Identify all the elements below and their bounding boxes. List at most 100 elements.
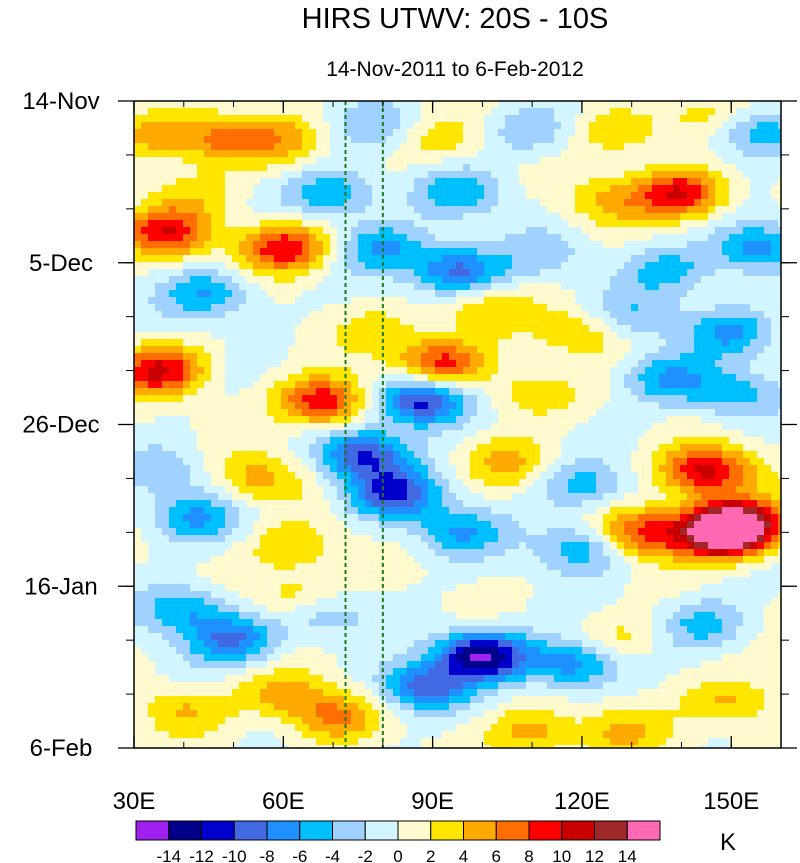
field-cell (470, 192, 478, 200)
field-cell (554, 171, 562, 179)
field-cell (302, 339, 310, 347)
field-cell (694, 353, 702, 361)
field-cell (197, 290, 205, 298)
field-cell (211, 122, 219, 130)
field-cell (687, 346, 695, 354)
field-cell (568, 185, 576, 193)
field-cell (589, 374, 597, 382)
field-cell (512, 290, 520, 298)
field-cell (512, 241, 520, 249)
field-cell (162, 395, 170, 403)
field-cell (232, 227, 240, 235)
field-cell (274, 458, 282, 466)
field-cell (281, 374, 289, 382)
field-cell (771, 234, 779, 242)
field-cell (274, 325, 282, 333)
field-cell (176, 220, 184, 228)
field-cell (561, 444, 569, 452)
field-cell (589, 402, 597, 410)
field-cell (750, 283, 758, 291)
field-cell (757, 206, 765, 214)
field-cell (547, 444, 555, 452)
field-cell (204, 283, 212, 291)
field-cell (561, 199, 569, 207)
field-cell (351, 374, 359, 382)
field-cell (393, 262, 401, 270)
field-cell (386, 423, 394, 431)
field-cell (603, 304, 611, 312)
field-cell (729, 346, 737, 354)
field-cell (281, 108, 289, 116)
field-cell (652, 381, 660, 389)
field-cell (757, 157, 765, 165)
field-cell (274, 374, 282, 382)
field-cell (575, 430, 583, 438)
field-cell (337, 227, 345, 235)
field-cell (190, 206, 198, 214)
field-cell (204, 458, 212, 466)
field-cell (337, 311, 345, 319)
field-cell (176, 262, 184, 270)
field-cell (708, 444, 716, 452)
field-cell (456, 108, 464, 116)
field-cell (225, 164, 233, 172)
field-cell (624, 451, 632, 459)
field-cell (239, 276, 247, 284)
field-cell (316, 276, 324, 284)
field-cell (519, 234, 527, 242)
field-cell (204, 227, 212, 235)
field-cell (211, 283, 219, 291)
field-cell (631, 311, 639, 319)
field-cell (449, 346, 457, 354)
field-cell (351, 451, 359, 459)
field-cell (218, 304, 226, 312)
field-cell (666, 437, 674, 445)
field-cell (225, 241, 233, 249)
field-cell (554, 325, 562, 333)
field-cell (316, 346, 324, 354)
field-cell (610, 213, 618, 221)
field-cell (519, 395, 527, 403)
field-cell (463, 283, 471, 291)
field-cell (687, 395, 695, 403)
field-cell (498, 332, 506, 340)
field-cell (190, 164, 198, 172)
field-cell (295, 458, 303, 466)
field-cell (610, 430, 618, 438)
field-cell (750, 297, 758, 305)
field-cell (414, 339, 422, 347)
field-cell (680, 164, 688, 172)
field-cell (288, 234, 296, 242)
field-cell (218, 122, 226, 130)
field-cell (736, 297, 744, 305)
field-cell (449, 360, 457, 368)
field-cell (386, 402, 394, 410)
field-cell (260, 178, 268, 186)
field-cell (771, 129, 779, 137)
field-cell (547, 388, 555, 396)
field-cell (736, 381, 744, 389)
field-cell (141, 360, 149, 368)
field-cell (470, 157, 478, 165)
field-cell (309, 241, 317, 249)
field-cell (589, 360, 597, 368)
field-cell (428, 395, 436, 403)
field-cell (337, 444, 345, 452)
field-cell (666, 101, 674, 109)
field-cell (491, 136, 499, 144)
field-cell (204, 423, 212, 431)
field-cell (365, 381, 373, 389)
field-cell (470, 381, 478, 389)
field-cell (736, 234, 744, 242)
field-cell (526, 192, 534, 200)
field-cell (561, 143, 569, 151)
field-cell (540, 402, 548, 410)
field-cell (204, 262, 212, 270)
field-cell (589, 262, 597, 270)
field-cell (288, 129, 296, 137)
field-cell (407, 262, 415, 270)
field-cell (666, 185, 674, 193)
field-cell (512, 136, 520, 144)
field-cell (309, 136, 317, 144)
field-cell (554, 255, 562, 263)
